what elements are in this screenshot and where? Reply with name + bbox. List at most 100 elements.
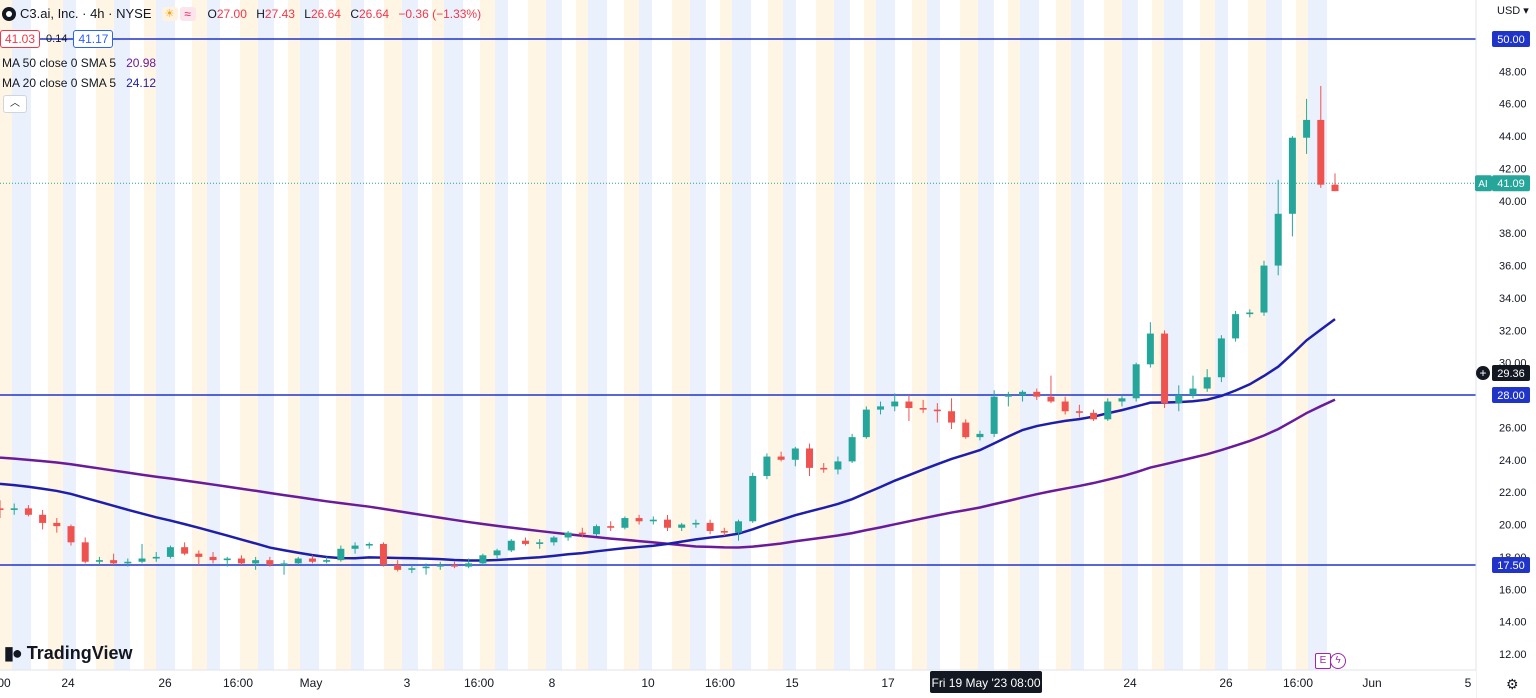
candle-body: [181, 547, 189, 554]
session-band: [528, 0, 546, 670]
candle-body: [53, 522, 61, 527]
indicator-ma20[interactable]: MA 20 close 0 SMA 5 24.12: [2, 76, 156, 90]
collapse-legend-button[interactable]: ︿: [3, 95, 27, 113]
symbol-tag: [1475, 175, 1492, 192]
candle-body: [124, 561, 132, 564]
session-band: [816, 0, 834, 670]
time-tick-label: 24: [1123, 676, 1137, 690]
candle-body: [919, 408, 927, 410]
candle-body: [24, 508, 32, 515]
candle-body: [933, 409, 941, 412]
gear-icon[interactable]: ⚙: [1506, 676, 1519, 692]
session-band: [1071, 0, 1084, 670]
ma20-line: [0, 318, 1336, 562]
candle-body: [862, 409, 870, 438]
candle-body: [706, 522, 714, 531]
bid-button[interactable]: 41.03: [0, 30, 41, 48]
candle-body: [536, 542, 544, 544]
candle-body: [379, 543, 387, 565]
session-band: [288, 0, 300, 670]
session-band: [402, 0, 418, 670]
price-tick-label: 34.00: [1499, 293, 1527, 305]
candle-body: [1189, 388, 1197, 396]
session-band: [1215, 0, 1228, 670]
session-band: [351, 0, 364, 670]
last-price-text: 41.09: [1497, 178, 1525, 190]
symbol-tag-text: AI: [1478, 179, 1487, 190]
candle-body: [493, 550, 501, 556]
earnings-icon[interactable]: E: [1315, 653, 1331, 669]
candle-body: [820, 467, 828, 470]
candle-body: [1175, 395, 1183, 404]
candle-body: [678, 524, 686, 528]
session-bands: [0, 0, 1327, 670]
time-tick-label: 8: [549, 676, 556, 690]
indicator-ma20-value: 24.12: [126, 76, 157, 90]
candle-body: [1288, 137, 1296, 214]
candle-body: [550, 537, 558, 543]
session-band: [207, 0, 220, 670]
currency-selector[interactable]: USD ▾: [1497, 5, 1529, 17]
session-band: [31, 0, 48, 670]
candle-body: [166, 547, 174, 557]
session-band: [1020, 0, 1039, 670]
candle-body: [138, 558, 146, 562]
session-band: [576, 0, 588, 670]
session-band: [63, 0, 76, 670]
tradingview-mark-icon: ▮●: [4, 643, 23, 663]
hline-price-tag: [1492, 31, 1530, 47]
symbol-title[interactable]: C3.ai, Inc. · 4h · NYSE: [20, 6, 152, 21]
session-band: [258, 0, 274, 670]
session-band: [48, 0, 63, 670]
low-value: 26.64: [310, 6, 341, 21]
price-tick-label: 44.00: [1499, 131, 1527, 143]
price-tick-label: 46.00: [1499, 99, 1527, 111]
session-band: [978, 0, 994, 670]
price-tick-label: 42.00: [1499, 163, 1527, 175]
candle-body: [280, 563, 288, 565]
candle-body: [195, 553, 203, 557]
time-tick-label: 26: [1219, 676, 1233, 690]
candle-body: [351, 545, 359, 549]
time-tick-label: 16:00: [464, 676, 494, 690]
lightning-icon[interactable]: ϟ: [1330, 653, 1346, 669]
wave-icon: ≈: [179, 6, 196, 21]
candle-body: [877, 406, 885, 410]
time-tick-label: 16:00: [1283, 676, 1313, 690]
session-band: [1138, 0, 1152, 670]
session-band: [960, 0, 978, 670]
candle-body: [81, 542, 89, 562]
candle-body: [1303, 119, 1311, 138]
session-band: [732, 0, 751, 670]
session-band: [508, 0, 528, 670]
hline-price-tag: [1492, 556, 1530, 573]
price-tick-label: 40.00: [1499, 196, 1527, 208]
session-band: [274, 0, 288, 670]
session-band: [130, 0, 144, 670]
session-band: [114, 0, 130, 670]
price-tick-label: 32.00: [1499, 325, 1527, 337]
candle-body: [450, 564, 458, 567]
time-tick-label: 16:00: [705, 676, 735, 690]
session-band: [912, 0, 927, 670]
add-alert-plus: +: [1479, 366, 1486, 380]
candle-body: [465, 563, 473, 567]
time-axis-background: [0, 670, 1476, 698]
candle-body: [152, 556, 160, 559]
tradingview-logo[interactable]: ▮● TradingView: [4, 643, 132, 664]
session-band: [720, 0, 732, 670]
crosshair-time-bg: [930, 671, 1042, 693]
candle-body: [1019, 391, 1027, 396]
add-alert-icon: [1476, 366, 1490, 381]
ask-button[interactable]: 41.17: [73, 30, 114, 48]
candle-body: [521, 540, 529, 544]
time-tick-label: 26: [158, 676, 172, 690]
session-band: [480, 0, 495, 670]
candle-body: [891, 401, 899, 407]
indicator-ma50[interactable]: MA 50 close 0 SMA 5 20.98: [2, 56, 156, 70]
candle-body: [962, 422, 970, 438]
session-band: [384, 0, 402, 670]
session-band: [1104, 0, 1122, 670]
session-band: [495, 0, 508, 670]
